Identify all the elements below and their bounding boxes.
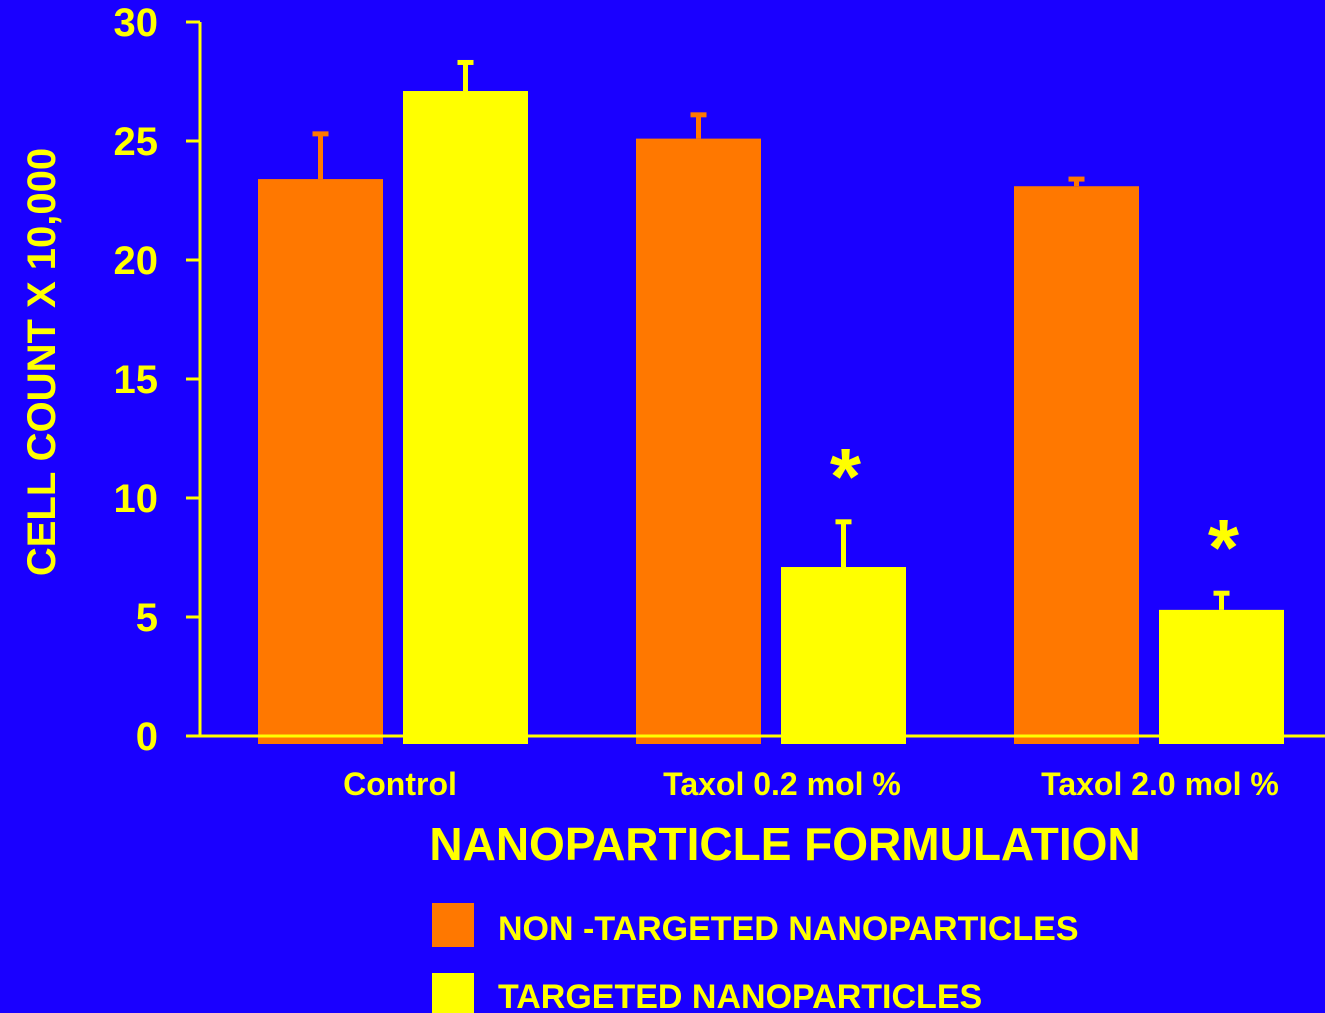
y-axis-label: CELL COUNT X 10,000 xyxy=(20,148,64,576)
legend-swatch-non-targeted xyxy=(432,903,474,947)
annotations: ** xyxy=(830,432,1240,592)
legend: NON -TARGETED NANOPARTICLES TARGETED NAN… xyxy=(432,903,1079,1013)
y-ticks: 0 5 10 15 20 25 30 xyxy=(114,1,200,759)
y-tick-label: 15 xyxy=(114,358,159,402)
x-axis-label: NANOPARTICLE FORMULATION xyxy=(429,818,1140,870)
bar-targeted-2 xyxy=(1159,609,1284,744)
bar-non-targeted-0 xyxy=(258,179,383,744)
legend-label-non-targeted: NON -TARGETED NANOPARTICLES xyxy=(498,910,1079,948)
x-category-label: Taxol 0.2 mol % xyxy=(663,766,901,802)
bar-targeted-0 xyxy=(403,91,528,744)
bar-targeted-1 xyxy=(781,567,906,744)
y-tick-label: 25 xyxy=(114,120,159,164)
y-tick-label: 20 xyxy=(114,239,159,283)
y-tick-label: 0 xyxy=(136,715,158,759)
bar-non-targeted-1 xyxy=(636,138,761,744)
bars-layer xyxy=(258,59,1284,745)
bar-non-targeted-2 xyxy=(1014,186,1139,745)
legend-swatch-targeted xyxy=(432,973,474,1013)
significance-star: * xyxy=(830,432,862,521)
legend-label-targeted: TARGETED NANOPARTICLES xyxy=(498,978,982,1013)
significance-star: * xyxy=(1208,503,1240,592)
x-category-labels: Control Taxol 0.2 mol % Taxol 2.0 mol % xyxy=(343,766,1279,802)
x-category-label: Control xyxy=(343,766,457,802)
y-tick-label: 10 xyxy=(114,477,159,521)
y-tick-label: 5 xyxy=(136,596,158,640)
x-category-label: Taxol 2.0 mol % xyxy=(1041,766,1279,802)
y-tick-label: 30 xyxy=(114,1,159,45)
